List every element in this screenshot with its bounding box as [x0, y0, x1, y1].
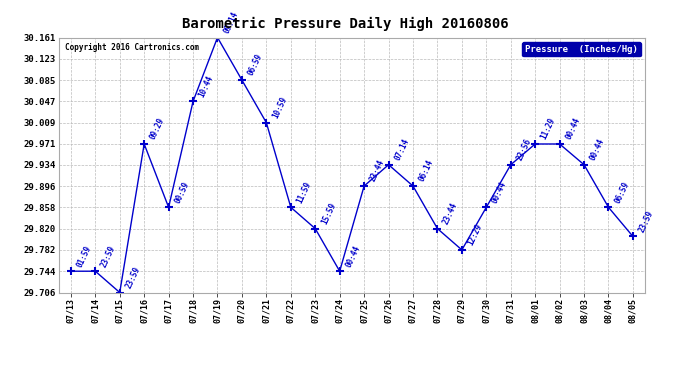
Text: 00:44: 00:44 [588, 137, 606, 162]
Text: 09:14: 09:14 [221, 10, 239, 35]
Text: 09:29: 09:29 [148, 117, 166, 141]
Text: 06:59: 06:59 [613, 180, 631, 204]
Text: 23:44: 23:44 [442, 201, 460, 226]
Text: 06:59: 06:59 [246, 53, 264, 77]
Text: 00:44: 00:44 [491, 180, 509, 204]
Text: 15:59: 15:59 [319, 201, 337, 226]
Text: 00:44: 00:44 [564, 117, 582, 141]
Text: 10:59: 10:59 [270, 95, 288, 120]
Text: 23:59: 23:59 [637, 209, 655, 234]
Text: 11:59: 11:59 [295, 180, 313, 204]
Text: 00:59: 00:59 [172, 180, 190, 204]
Text: 23:44: 23:44 [368, 159, 386, 183]
Text: Barometric Pressure Daily High 20160806: Barometric Pressure Daily High 20160806 [181, 17, 509, 31]
Text: 23:56: 23:56 [515, 137, 533, 162]
Text: 10:44: 10:44 [197, 74, 215, 99]
Text: 06:14: 06:14 [417, 159, 435, 183]
Text: 23:59: 23:59 [124, 265, 142, 290]
Text: 12:29: 12:29 [466, 222, 484, 247]
Legend: Pressure  (Inches/Hg): Pressure (Inches/Hg) [522, 42, 640, 56]
Text: 01:59: 01:59 [75, 244, 93, 268]
Text: Copyright 2016 Cartronics.com: Copyright 2016 Cartronics.com [65, 43, 199, 52]
Text: 00:44: 00:44 [344, 244, 362, 268]
Text: 11:29: 11:29 [540, 117, 558, 141]
Text: 07:14: 07:14 [393, 137, 411, 162]
Text: 23:59: 23:59 [99, 244, 117, 268]
